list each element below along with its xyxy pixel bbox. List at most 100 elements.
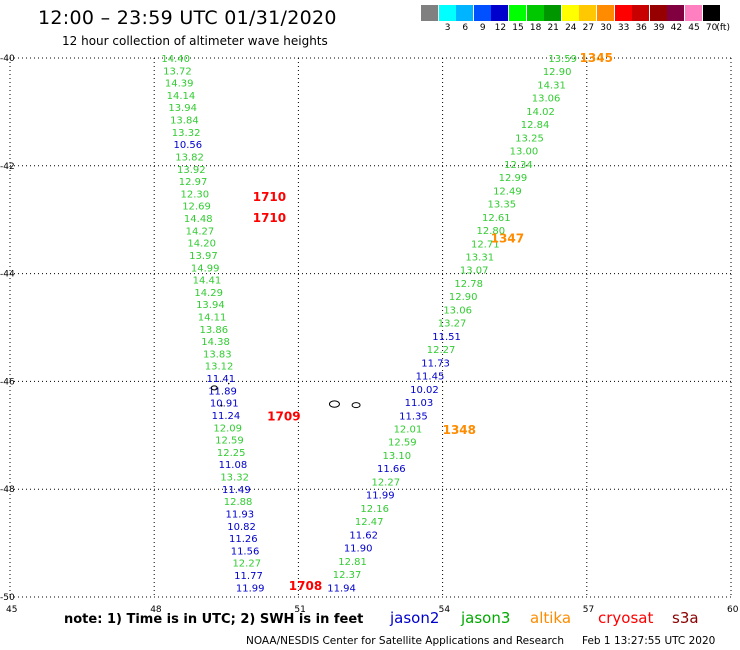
lat-tick-label: -44 xyxy=(0,270,15,280)
lat-tick-label: -48 xyxy=(0,485,15,495)
island-outline xyxy=(328,400,340,408)
legend-altika: altika xyxy=(530,609,572,627)
wave-height-value: 11.77 xyxy=(234,571,263,582)
lon-tick-label: 57 xyxy=(583,605,594,615)
wave-height-value: 13.84 xyxy=(170,116,199,127)
color-scale-legend: 3 6 9 12 15 18 21 24 27 30 33 36 39 42 45 70 (ft) xyxy=(421,5,731,39)
wave-height-value: 13.72 xyxy=(163,66,192,77)
lon-tick-label: 48 xyxy=(150,605,162,615)
wave-height-value: 14.31 xyxy=(537,80,566,91)
pass-time-label: 1347 xyxy=(491,232,524,246)
wave-height-value: 13.07 xyxy=(460,266,489,277)
wave-height-value: 12.97 xyxy=(179,177,208,188)
wave-height-value: 13.00 xyxy=(510,147,539,158)
scale-swatch xyxy=(614,5,632,21)
scale-swatch xyxy=(526,5,544,21)
wave-height-value: 14.11 xyxy=(198,312,227,323)
scale-label: 30 xyxy=(600,23,612,33)
wave-height-value: 14.02 xyxy=(526,107,555,118)
lon-tick-label: 60 xyxy=(727,605,739,615)
wave-height-value: 14.38 xyxy=(201,337,230,348)
scale-swatch xyxy=(421,5,438,21)
wave-height-value: 12.37 xyxy=(333,570,362,581)
wave-height-value: 14.40 xyxy=(161,54,190,65)
wave-height-value: 11.99 xyxy=(236,583,265,594)
wave-height-value: 13.94 xyxy=(196,300,225,311)
scale-label: 12 xyxy=(494,23,507,33)
wave-height-value: 11.49 xyxy=(222,485,251,496)
page-title: 12:00 – 23:59 UTC 01/31/2020 xyxy=(38,7,337,29)
wave-height-value: 13.31 xyxy=(465,252,494,263)
lon-tick-label: 54 xyxy=(439,605,451,615)
island-outline xyxy=(227,382,230,385)
wave-height-value: 12.47 xyxy=(355,517,384,528)
wave-height-value: 12.27 xyxy=(427,345,456,356)
wave-height-value: 12.59 xyxy=(215,436,244,447)
scale-label: 33 xyxy=(617,23,630,33)
wave-height-value: 12.34 xyxy=(504,160,533,171)
wave-height-value: 11.62 xyxy=(349,530,378,541)
scale-label: 15 xyxy=(512,23,524,33)
legend-jason2: jason2 xyxy=(390,609,440,627)
scale-swatch xyxy=(473,5,491,21)
pass-time-label: 1345 xyxy=(580,51,613,65)
scale-swatch xyxy=(509,5,526,21)
scale-swatch xyxy=(597,5,614,21)
wave-height-value: 14.99 xyxy=(191,263,220,274)
pass-time-label: 1710 xyxy=(253,190,286,204)
wave-height-value: 10.02 xyxy=(410,385,439,396)
page-subtitle: 12 hour collection of altimeter wave hei… xyxy=(62,34,328,48)
wave-height-value: 11.66 xyxy=(377,464,406,475)
wave-height-value: 11.94 xyxy=(327,583,356,594)
wave-height-value: 13.94 xyxy=(168,103,197,114)
scale-label: 42 xyxy=(670,23,683,33)
scale-label: 18 xyxy=(529,23,542,33)
wave-height-value: 11.41 xyxy=(206,374,235,385)
legend-jason3: jason3 xyxy=(461,609,511,627)
wave-height-value: 14.20 xyxy=(187,239,216,250)
wave-height-value: 11.26 xyxy=(229,534,258,545)
lat-tick-label: -42 xyxy=(0,162,15,172)
scale-swatch xyxy=(544,5,562,21)
scale-swatch xyxy=(702,5,720,21)
scale-label: 27 xyxy=(582,23,595,33)
wave-height-value: 13.97 xyxy=(189,251,218,262)
wave-height-value: 11.08 xyxy=(219,460,248,471)
credit-line: NOAA/NESDIS Center for Satellite Applica… xyxy=(246,635,564,647)
scale-label: 39 xyxy=(653,23,665,33)
wave-height-value: 12.49 xyxy=(493,186,522,197)
wave-height-value: 13.82 xyxy=(175,152,204,163)
scale-unit-label: (ft) xyxy=(716,23,730,33)
wave-height-value: 14.39 xyxy=(165,79,194,90)
wave-height-value: 12.84 xyxy=(521,120,550,131)
scale-label: 70 xyxy=(705,23,718,33)
wave-height-value: 12.01 xyxy=(394,425,423,436)
wave-height-value: 13.83 xyxy=(203,349,232,360)
wave-height-value: 11.56 xyxy=(231,546,260,557)
scale-label: 24 xyxy=(565,23,577,33)
wave-height-value: 10.91 xyxy=(210,399,239,410)
wave-height-value: 10.56 xyxy=(174,140,203,151)
scale-swatch xyxy=(649,5,667,21)
wave-height-value: 13.25 xyxy=(515,133,544,144)
wave-height-value: 12.99 xyxy=(499,173,528,184)
lat-tick-label: -46 xyxy=(0,377,15,387)
wave-height-value: 11.90 xyxy=(344,544,373,555)
island-outline xyxy=(220,404,223,407)
legend-cryosat: cryosat xyxy=(598,609,654,627)
pass-time-label: 1708 xyxy=(289,579,322,593)
wave-height-value: 13.10 xyxy=(383,451,412,462)
wave-height-value: 11.99 xyxy=(366,491,395,502)
wave-height-value: 12.78 xyxy=(454,279,483,290)
wave-height-value: 12.69 xyxy=(182,202,211,213)
wave-height-value: 11.51 xyxy=(432,332,461,343)
wave-height-value: 14.41 xyxy=(193,276,222,287)
scale-swatch xyxy=(685,5,702,21)
wave-height-value: 12.16 xyxy=(360,504,389,515)
scale-swatch xyxy=(632,5,650,21)
wave-height-value: 14.29 xyxy=(194,288,223,299)
island-outline xyxy=(351,402,361,409)
scale-label: 3 xyxy=(444,23,451,33)
wave-height-value: 13.59 xyxy=(548,54,577,65)
wave-height-value: 13.32 xyxy=(220,473,249,484)
